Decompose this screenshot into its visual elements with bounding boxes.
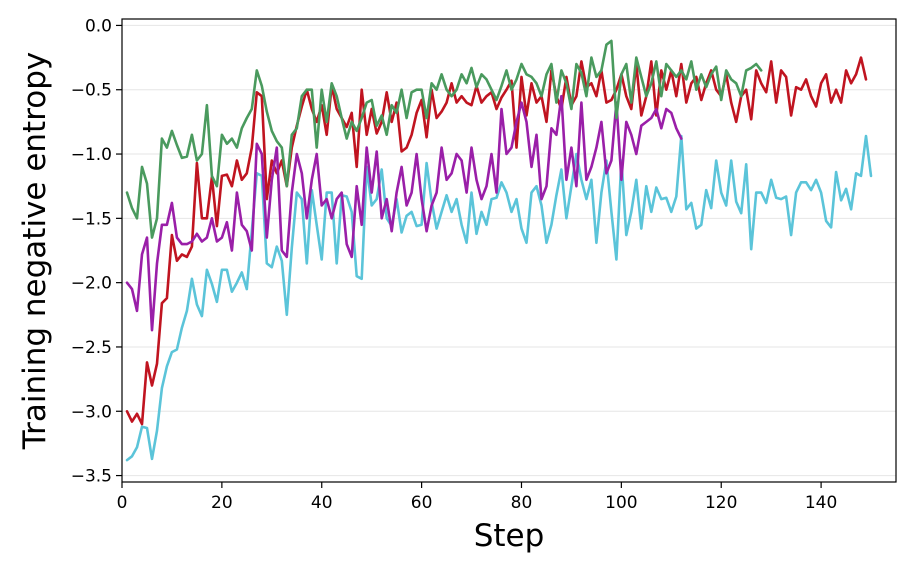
y-axis: 0.0 −0.5 −1.0 −1.5 −2.0 −2.5 −3.0 −3.5 (71, 16, 122, 487)
x-tick-label: 60 (411, 493, 433, 513)
x-tick-label: 40 (311, 493, 333, 513)
y-tick-label: −2.0 (71, 274, 112, 294)
series-line-3 (125, 94, 683, 332)
y-tick-label: −2.5 (71, 338, 112, 358)
y-tick-label: −0.5 (71, 81, 112, 101)
x-tick-label: 0 (117, 493, 128, 513)
x-tick-label: 100 (605, 493, 637, 513)
x-tick-label: 140 (805, 493, 837, 513)
x-tick-label: 80 (511, 493, 533, 513)
x-axis-title: Step (474, 518, 545, 554)
y-tick-label: −3.0 (71, 402, 112, 422)
plot-frame (121, 18, 897, 483)
series-layer (125, 39, 873, 462)
x-tick-label: 20 (211, 493, 233, 513)
series-line-2 (125, 56, 868, 426)
y-axis-title: Training negative entropy (17, 52, 53, 451)
grid-lines (122, 24, 896, 477)
y-tick-label: −1.0 (71, 145, 112, 165)
x-axis: 0 20 40 60 80 100 120 140 (117, 482, 837, 513)
y-tick-label: −3.5 (71, 467, 112, 487)
y-tick-label: −1.5 (71, 209, 112, 229)
series-line-4 (125, 39, 763, 239)
x-tick-label: 120 (705, 493, 737, 513)
y-tick-label: 0.0 (85, 16, 112, 36)
